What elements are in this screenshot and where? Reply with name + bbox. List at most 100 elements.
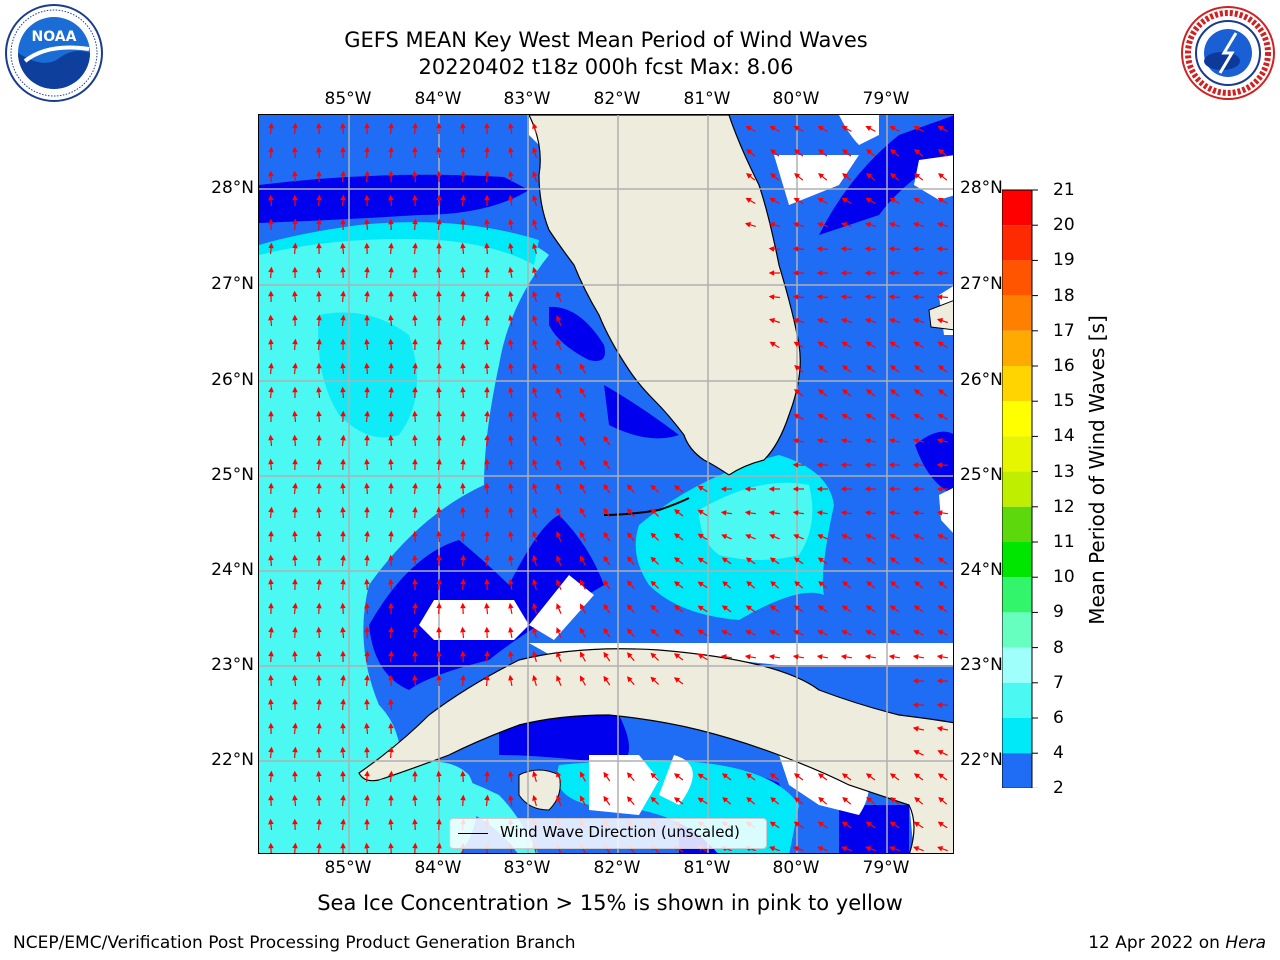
wind-wave-arrowhead [817,846,824,852]
wind-wave-arrowhead [412,554,418,561]
wind-wave-arrowhead [436,170,442,177]
water-6-8s [699,482,813,560]
wind-wave-arrowhead [793,197,800,203]
wind-wave-arrowhead [532,338,538,345]
water-low-period [499,711,629,765]
wind-wave-arrowhead [364,434,370,441]
wind-wave-arrowhead [484,266,490,273]
wind-wave-arrowhead [532,434,538,441]
wind-wave-arrowhead [364,218,370,225]
wind-wave-arrowhead [532,410,538,417]
wind-wave-arrowhead [793,821,800,827]
wind-wave-arrowhead [292,218,298,225]
wind-wave-arrowhead [340,242,346,249]
wind-wave-arrowhead [268,194,274,201]
wind-wave-arrowhead [913,846,920,852]
wind-wave-arrowhead [721,630,728,636]
wind-wave-arrowhead [720,510,727,516]
wind-wave-arrowhead [841,341,848,347]
wind-wave-arrowhead [436,770,442,777]
wind-wave-arrowhead [316,194,322,201]
footer-date-text: 12 Apr 2022 on [1088,933,1220,953]
wind-wave-arrowhead [484,602,490,609]
wind-wave-arrowhead [460,650,466,657]
wind-wave-arrowhead [292,674,298,681]
wind-wave-arrowhead [889,197,896,203]
wind-wave-arrowhead [746,796,753,803]
wind-wave-arrowhead [938,796,945,803]
colorbar-segment [1002,190,1032,226]
wind-wave-arrowhead [817,821,824,827]
wind-wave-arrowhead [556,363,562,370]
wind-wave-arrowhead [889,389,897,395]
wind-wave-arrowhead [890,149,897,155]
wind-wave-arrowhead [745,125,752,132]
wind-wave-arrowhead [340,218,346,225]
colorbar-tick-label: 12 [1053,496,1075,517]
wind-wave-arrowhead [890,172,897,179]
wind-wave-arrowhead [364,362,370,369]
wind-wave-arrowhead [650,604,657,611]
wind-wave-arrowhead [364,410,370,417]
colorbar-tick-label: 20 [1053,215,1075,236]
wind-wave-arrowhead [865,197,872,203]
wind-wave-arrowhead [268,290,274,297]
wind-wave-arrowhead [412,674,418,681]
wind-wave-arrowhead [579,627,586,634]
wind-wave-arrowhead [556,651,562,658]
wind-wave-arrowhead [673,509,681,515]
water-low-period [915,431,953,495]
wind-wave-arrowhead [626,604,633,611]
wind-wave-arrowhead [626,652,633,659]
wind-wave-arrowhead [412,218,418,225]
wind-wave-arrowhead [340,578,346,585]
wind-wave-arrowhead [866,364,873,371]
wind-wave-arrowhead [865,773,872,779]
wind-wave-arrowhead [556,795,562,802]
water-4-6s [259,222,539,265]
wind-wave-arrowhead [792,510,799,516]
lon-label-top: 84°W [414,89,462,109]
wind-wave-arrowhead [268,146,274,153]
colorbar-segment [1002,753,1032,788]
wind-wave-arrowhead [744,510,751,516]
colorbar-tick-label: 2 [1053,778,1064,799]
wind-wave-arrowhead [292,746,298,753]
lat-label-right: 25°N [960,465,1003,485]
wind-wave-arrowhead [268,842,274,849]
wind-wave-arrowhead [436,218,442,225]
wind-wave-arrowhead [864,246,871,252]
wind-wave-arrowhead [866,796,873,803]
wind-wave-arrowhead [792,486,799,492]
wind-wave-arrowhead [792,294,799,300]
wind-wave-arrowhead [865,821,872,827]
wind-wave-arrowhead [937,605,944,611]
wind-wave-arrowhead [864,222,872,228]
wind-wave-arrowhead [292,602,298,609]
wind-wave-arrowhead [937,534,944,540]
wind-wave-arrowhead [816,246,823,252]
wind-wave-arrowhead [268,602,274,609]
wind-wave-arrowhead [938,149,945,155]
lat-label-left: 22°N [211,750,254,770]
wind-wave-arrowhead [888,654,895,660]
wind-wave-arrowhead [937,630,944,636]
wind-wave-arrowhead [532,290,538,297]
wind-wave-arrowhead [292,530,298,537]
wind-wave-arrowhead [889,534,896,540]
land-cuba [358,648,953,853]
wind-wave-arrowhead [650,676,657,683]
wind-wave-arrowhead [460,626,466,633]
lon-label-bottom: 83°W [503,858,551,878]
wind-wave-arrowhead [769,846,776,852]
wind-wave-arrowhead [292,458,298,465]
wind-wave-arrowhead [484,362,490,369]
wind-wave-arrowhead [792,222,800,228]
wind-wave-arrowhead [842,796,849,803]
wind-wave-arrowhead [579,435,586,442]
wind-wave-arrowhead [817,630,824,636]
wind-wave-arrowhead [412,266,418,273]
wind-wave-arrowhead [913,557,920,563]
wind-wave-arrowhead [460,314,466,321]
wind-wave-arrowhead [864,438,871,444]
